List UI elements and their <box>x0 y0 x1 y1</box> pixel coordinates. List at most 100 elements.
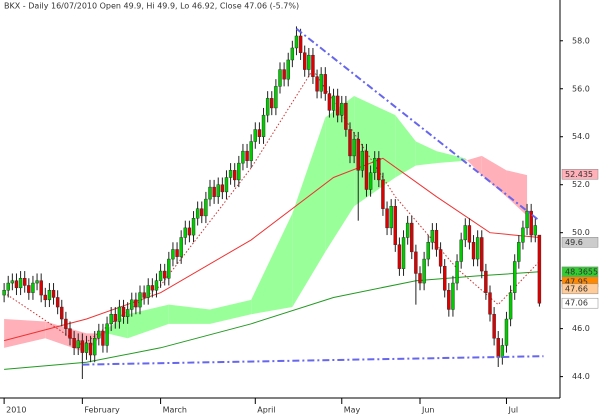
candle-body <box>31 282 35 293</box>
candle-body <box>43 294 47 301</box>
candle-body <box>167 258 171 279</box>
candle-body <box>307 54 311 70</box>
candle-body <box>414 251 418 274</box>
candle-body <box>537 234 542 304</box>
candle-body <box>224 177 229 193</box>
candle-body <box>381 179 385 209</box>
candle-body <box>47 290 52 301</box>
candle-body <box>138 292 142 308</box>
candle-body <box>179 237 183 257</box>
candle-body <box>327 93 332 111</box>
candle-body <box>508 292 513 320</box>
candle-body <box>117 306 122 322</box>
candle-body <box>471 242 476 260</box>
candle-body <box>142 292 146 298</box>
candle-body <box>270 98 274 109</box>
candle-body <box>228 170 233 178</box>
candle-body <box>480 237 484 272</box>
y-tick-label: 44.0 <box>572 372 590 381</box>
candle-body <box>385 208 389 229</box>
candle-body <box>2 290 6 296</box>
candle-body <box>204 198 208 217</box>
candle-body <box>253 129 257 142</box>
chart-title: BKX - Daily 16/07/2010 Open 49.9, Hi 49.… <box>4 2 299 11</box>
cloud-segment <box>325 95 355 252</box>
candle-body <box>492 314 496 339</box>
candle-body <box>125 309 130 317</box>
candle-body <box>360 150 365 171</box>
candle-body <box>150 285 155 291</box>
x-tick-label: 2010 <box>6 406 26 415</box>
candle-body <box>356 138 360 171</box>
candle-body <box>323 74 327 94</box>
candle-body <box>80 340 85 353</box>
y-tick-label: 50.0 <box>572 228 590 237</box>
candle-body <box>397 244 402 269</box>
candle-body <box>10 280 15 284</box>
candle-body <box>134 299 138 308</box>
cloud-segment <box>465 155 482 176</box>
x-tick-label: February <box>84 406 120 415</box>
candle-body <box>261 114 266 137</box>
candle-body <box>352 138 356 157</box>
candle-body <box>249 141 253 161</box>
candle-body <box>410 222 414 253</box>
trendline <box>295 28 541 222</box>
candle-body <box>233 170 237 181</box>
candle-body <box>525 210 529 229</box>
x-tick-label: May <box>344 406 361 415</box>
candle-body <box>426 242 430 260</box>
candle-body <box>18 278 23 289</box>
cloud-segment <box>395 115 416 178</box>
candle-body <box>14 280 19 289</box>
price-label: 49.6 <box>565 238 583 247</box>
candle-body <box>241 150 245 164</box>
candle-body <box>245 150 249 161</box>
candle-body <box>274 86 278 109</box>
candle-body <box>93 338 97 356</box>
candle-body <box>496 338 500 358</box>
x-tick-label: April <box>257 406 275 415</box>
candle-body <box>121 306 126 317</box>
candle-body <box>175 249 179 257</box>
cloud-segment <box>4 319 46 348</box>
candle-body <box>60 306 64 320</box>
candle-body <box>294 35 299 49</box>
candle-body <box>97 330 101 339</box>
candle-body <box>418 273 422 284</box>
candle-body <box>451 282 455 310</box>
candle-body <box>195 208 200 219</box>
candle-body <box>265 98 270 116</box>
candle-body <box>278 69 282 87</box>
candle-body <box>373 158 377 173</box>
candle-body <box>257 129 262 137</box>
x-tick-label: March <box>163 406 187 415</box>
x-tick-label: Jun <box>421 406 435 415</box>
candle-body <box>39 280 43 296</box>
candle-body <box>401 237 406 269</box>
cloud-segment <box>506 170 528 216</box>
price-label: 47.66 <box>565 284 588 293</box>
cloud-segment <box>127 304 169 339</box>
candle-body <box>529 210 533 236</box>
candle-body <box>335 95 340 116</box>
candle-body <box>467 225 472 243</box>
candle-body <box>422 258 426 284</box>
candle-body <box>455 261 459 284</box>
cloud-segment <box>251 213 293 315</box>
candle-body <box>216 184 220 197</box>
cloud-segment <box>45 321 87 353</box>
candle-body <box>348 129 352 157</box>
candle-body <box>484 270 488 293</box>
candle-body <box>208 186 212 200</box>
candle-body <box>101 330 105 346</box>
price-label: 47.06 <box>565 299 588 308</box>
cloud-segment <box>168 304 210 324</box>
candle-body <box>88 342 93 356</box>
candle-body <box>533 225 537 236</box>
candle-body <box>183 227 187 238</box>
plot-area <box>2 26 544 380</box>
candle-body <box>463 225 467 241</box>
candle-body <box>64 318 68 329</box>
candle-body <box>55 297 60 308</box>
